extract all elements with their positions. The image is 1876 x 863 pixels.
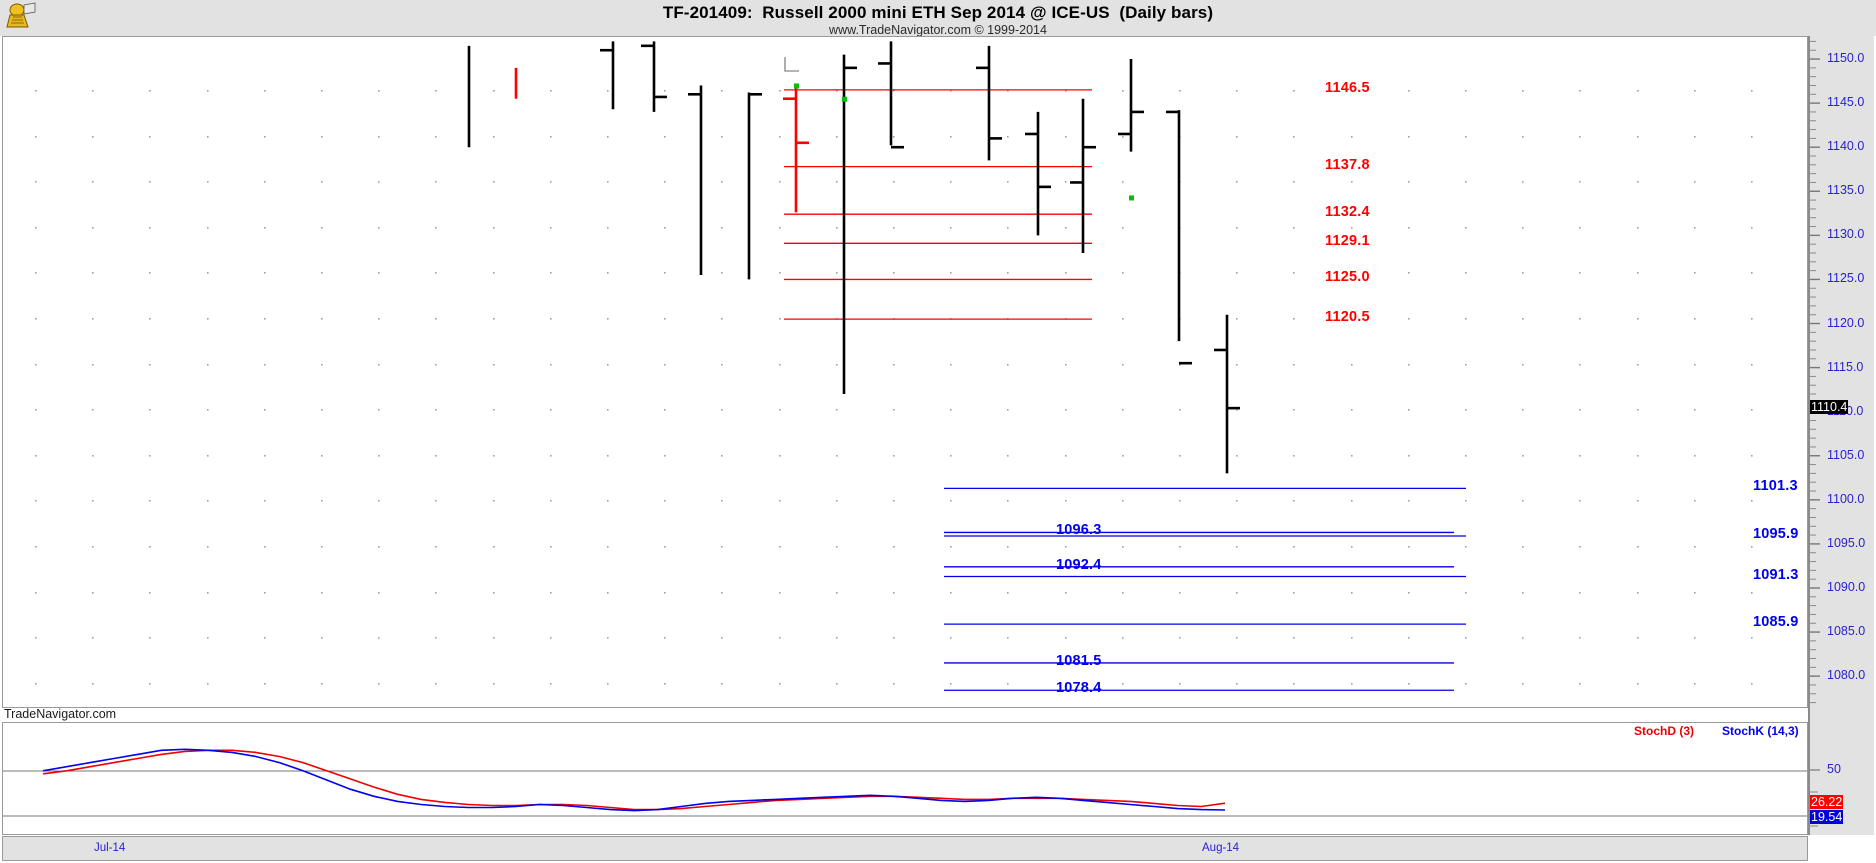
support-label-right-1091-3[interactable]: 1091.3 [1753, 566, 1799, 583]
last-price-marker: 1110.4 [1810, 400, 1849, 415]
support-label-right-1085-9[interactable]: 1085.9 [1753, 614, 1799, 631]
pane-separator [2, 708, 1808, 722]
support-lines-right-group [944, 487, 1466, 625]
stoch-axis-tick-50: 50 [1827, 762, 1841, 776]
ohlc-bars-group [467, 41, 1240, 474]
price-axis-tick-1145-0: 1145.0 [1827, 95, 1865, 110]
price-axis-tick-1140-0: 1140.0 [1827, 139, 1865, 154]
date-label-jul: Jul-14 [94, 842, 126, 854]
stoch-k-value-marker: 19.54 [1810, 810, 1844, 824]
price-axis-tick-1105-0: 1105.0 [1827, 447, 1865, 462]
crosshair-artifact [784, 57, 799, 72]
price-axis-tick-1150-0: 1150.0 [1827, 51, 1865, 66]
price-axis-tick-1125-0: 1125.0 [1827, 271, 1865, 286]
header-band: TF-201409: Russell 2000 mini ETH Sep 201… [0, 0, 1876, 37]
support-lines-left-group [944, 531, 1454, 691]
legend-stoch-d[interactable]: StochD (3) [1634, 724, 1694, 738]
support-label-right-1101-3[interactable]: 1101.3 [1753, 478, 1798, 495]
chart-subtitle: www.TradeNavigator.com © 1999-2014 [829, 23, 1047, 37]
stochastic-pane[interactable] [2, 722, 1808, 835]
resistance-label-1125-0[interactable]: 1125.0 [1325, 269, 1370, 286]
price-axis-tick-1135-0: 1135.0 [1827, 183, 1865, 198]
price-axis-tick-1130-0: 1130.0 [1827, 227, 1865, 242]
price-axis-tick-1090-0: 1090.0 [1827, 579, 1866, 594]
page-title: TF-201409: Russell 2000 mini ETH Sep 201… [662, 3, 1214, 22]
price-axis-tick-1115-0: 1115.0 [1827, 359, 1864, 374]
resistance-lines-group [784, 89, 1092, 320]
price-plot-svg [35, 41, 1753, 691]
watermark-label: TradeNavigator.com [4, 707, 117, 721]
resistance-label-1132-4[interactable]: 1132.4 [1325, 204, 1370, 221]
price-axis-tick-1095-0: 1095.0 [1827, 535, 1866, 550]
resistance-label-1129-1[interactable]: 1129.1 [1325, 233, 1370, 250]
price-axis-tick-1085-0: 1085.0 [1827, 624, 1866, 639]
stochastic-plot-svg [3, 748, 1807, 817]
resistance-label-1137-8[interactable]: 1137.8 [1325, 156, 1370, 173]
stoch-k-line [42, 748, 1226, 812]
grid-dots [35, 90, 1753, 685]
support-label-left-1078-4[interactable]: 1078.4 [1056, 680, 1102, 697]
price-axis-tick-1100-0: 1100.0 [1827, 491, 1865, 506]
date-label-aug: Aug-14 [1202, 842, 1240, 854]
support-label-left-1092-4[interactable]: 1092.4 [1056, 556, 1102, 573]
resistance-label-1120-5[interactable]: 1120.5 [1325, 309, 1370, 326]
price-chart-pane[interactable] [2, 36, 1808, 708]
stoch-d-value-marker: 26.22 [1810, 795, 1844, 809]
price-axis-tick-1120-0: 1120.0 [1827, 315, 1865, 330]
support-label-left-1096-3[interactable]: 1096.3 [1056, 522, 1102, 539]
tradenavigator-logo-icon [6, 2, 36, 28]
stoch-d-line [42, 749, 1226, 811]
price-axis-pane[interactable] [1808, 36, 1874, 835]
axis-ticks-svg [1810, 40, 1820, 827]
date-axis-pane [2, 836, 1808, 861]
price-axis-tick-1080-0: 1080.0 [1827, 668, 1866, 683]
support-label-right-1095-9[interactable]: 1095.9 [1753, 525, 1799, 542]
legend-stoch-k[interactable]: StochK (14,3) [1722, 724, 1799, 738]
support-label-left-1081-5[interactable]: 1081.5 [1056, 652, 1102, 669]
resistance-label-1146-5[interactable]: 1146.5 [1325, 79, 1370, 96]
